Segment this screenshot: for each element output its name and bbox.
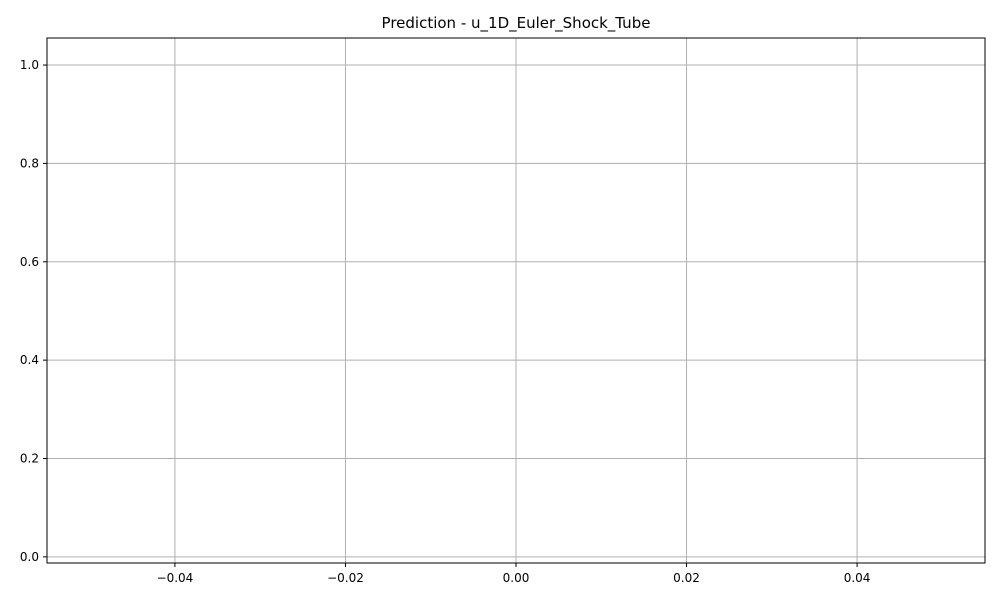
x-tick-label-2: 0.00 [503, 571, 530, 585]
x-tick-label-1: −0.02 [327, 571, 364, 585]
grid [47, 38, 985, 563]
y-tick-label-3: 0.6 [20, 255, 39, 269]
chart-title: Prediction - u_1D_Euler_Shock_Tube [382, 14, 651, 33]
y-tick-label-4: 0.8 [20, 156, 39, 170]
y-axis: 0.0 0.2 0.4 0.6 0.8 1.0 [20, 58, 47, 564]
y-tick-label-5: 1.0 [20, 58, 39, 72]
x-tick-label-3: 0.02 [673, 571, 700, 585]
x-tick-label-4: 0.04 [844, 571, 871, 585]
y-tick-label-0: 0.0 [20, 550, 39, 564]
x-tick-label-0: −0.04 [157, 571, 194, 585]
y-tick-label-1: 0.2 [20, 451, 39, 465]
y-tick-label-2: 0.4 [20, 353, 39, 367]
x-axis: −0.04 −0.02 0.00 0.02 0.04 [157, 563, 871, 585]
